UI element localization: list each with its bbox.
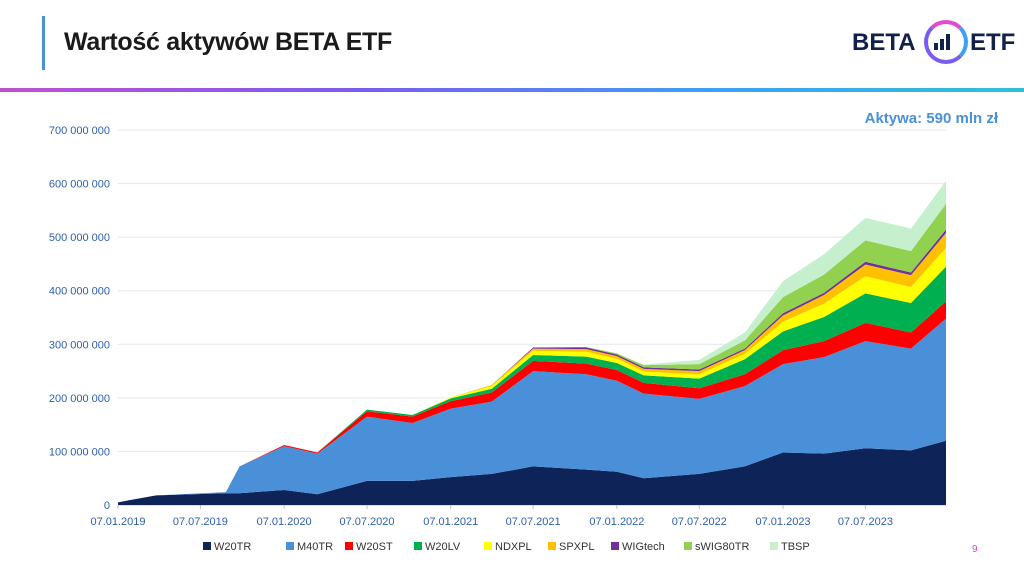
x-tick-label: 07.07.2023	[838, 516, 893, 528]
legend-swatch-swig80tr	[684, 542, 692, 550]
header-divider	[0, 88, 1024, 92]
page-number: 9	[972, 544, 978, 555]
legend-label-swig80tr: sWIG80TR	[695, 541, 749, 553]
legend-swatch-wigtech	[611, 542, 619, 550]
legend-label-w20st: W20ST	[356, 541, 393, 553]
page-title: Wartość aktywów BETA ETF	[64, 28, 393, 56]
legend-swatch-m40tr	[286, 542, 294, 550]
legend-label-ndxpl: NDXPL	[495, 541, 532, 553]
title-accent-bar	[42, 16, 45, 70]
legend-label-m40tr: M40TR	[297, 541, 333, 553]
logo-bars	[934, 32, 954, 50]
y-tick-label: 700 000 000	[49, 125, 110, 137]
legend-swatch-w20lv	[414, 542, 422, 550]
legend-swatch-spxpl	[548, 542, 556, 550]
x-tick-label: 07.07.2019	[173, 516, 228, 528]
y-tick-label: 500 000 000	[49, 232, 110, 244]
x-tick-label: 07.01.2023	[756, 516, 811, 528]
x-tick-label: 07.07.2021	[506, 516, 561, 528]
legend-swatch-w20tr	[203, 542, 211, 550]
legend-label-w20tr: W20TR	[214, 541, 251, 553]
y-tick-label: 100 000 000	[49, 446, 110, 458]
y-tick-label: 400 000 000	[49, 286, 110, 298]
x-tick-label: 07.07.2022	[672, 516, 727, 528]
legend-label-tbsp: TBSP	[781, 541, 810, 553]
bar-chart-ring-icon	[924, 20, 968, 64]
x-tick-label: 07.01.2022	[589, 516, 644, 528]
logo-text-right: ETF	[970, 29, 1016, 56]
x-tick-label: 07.01.2020	[257, 516, 312, 528]
x-tick-label: 07.01.2019	[90, 516, 145, 528]
legend-swatch-tbsp	[770, 542, 778, 550]
logo-text-left: BETA	[852, 29, 916, 56]
y-tick-label: 200 000 000	[49, 393, 110, 405]
brand-logo: BETA ETF	[852, 20, 1016, 68]
chart-annotation: Aktywa: 590 mln zł	[864, 110, 998, 127]
legend-label-w20lv: W20LV	[425, 541, 461, 553]
x-tick-label: 07.01.2021	[423, 516, 478, 528]
legend-label-wigtech: WIGtech	[622, 541, 665, 553]
y-tick-label: 0	[104, 500, 110, 512]
y-tick-label: 300 000 000	[49, 339, 110, 351]
area-series-m40tr	[118, 318, 946, 503]
legend-swatch-w20st	[345, 542, 353, 550]
legend-swatch-ndxpl	[484, 542, 492, 550]
y-tick-label: 600 000 000	[49, 179, 110, 191]
x-tick-label: 07.07.2020	[339, 516, 394, 528]
legend-label-spxpl: SPXPL	[559, 541, 594, 553]
area-series-w20tr	[118, 440, 946, 505]
